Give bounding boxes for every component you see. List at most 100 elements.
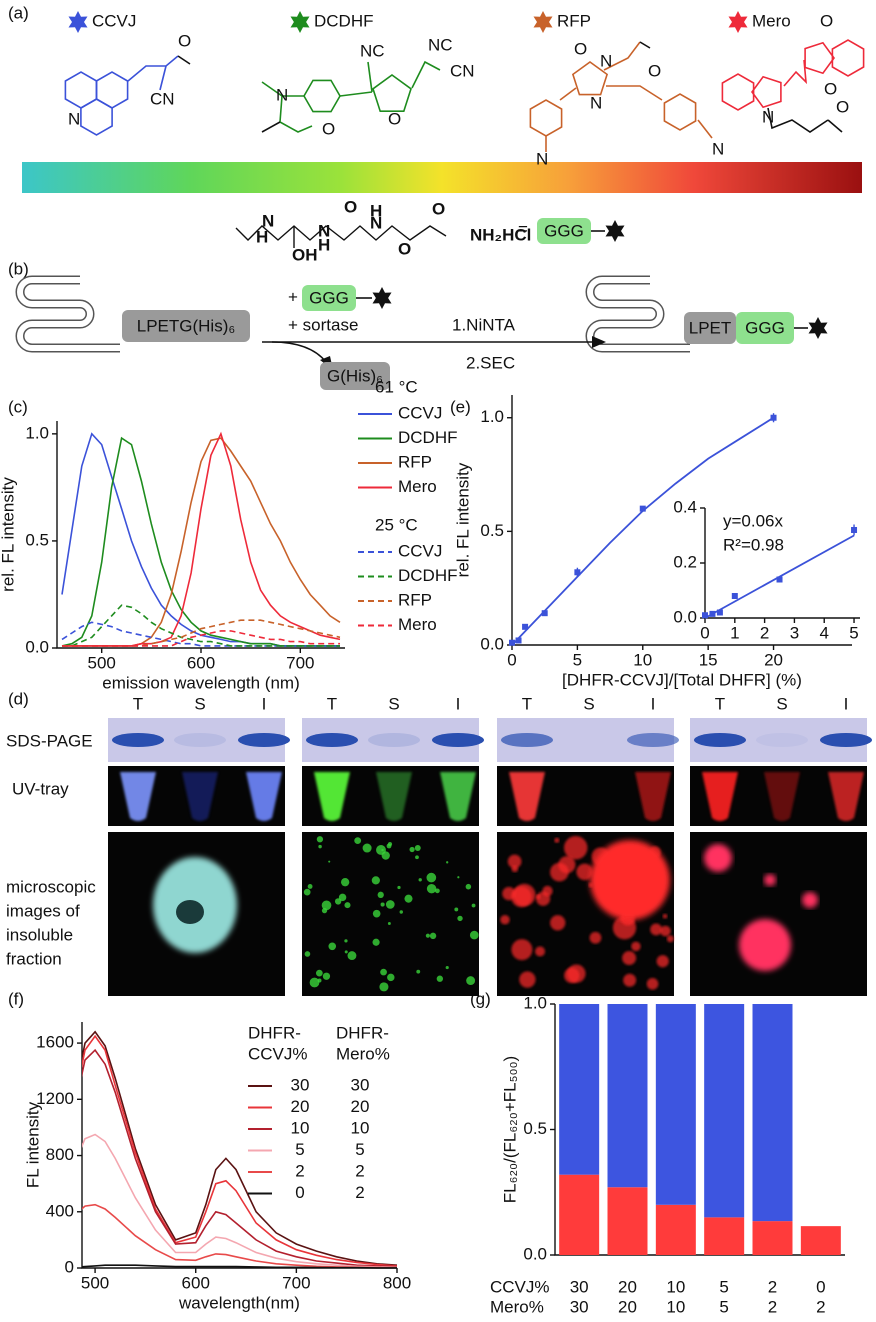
micro-dot — [576, 863, 593, 881]
legend-title: 25 °C — [375, 515, 418, 534]
micro-dot — [631, 941, 641, 952]
star-icon — [808, 317, 828, 339]
tag-box — [537, 218, 591, 244]
micro-dot — [666, 935, 674, 943]
legend-label: CCVJ — [398, 541, 442, 560]
atom-label: O — [398, 239, 411, 258]
x-axis-label: [DHFR-CCVJ]/[Total DHFR] (%) — [562, 670, 802, 689]
micro-dot — [554, 837, 560, 843]
bond — [767, 107, 829, 133]
legend-label: 2 — [295, 1161, 304, 1180]
plus: + — [288, 287, 298, 306]
micro-blob — [704, 844, 732, 872]
micro-dot — [563, 836, 588, 860]
micro-dot — [471, 903, 476, 908]
ring — [372, 74, 412, 112]
ring — [64, 71, 98, 109]
micro-dot — [429, 932, 437, 940]
y-tick-label: 0.5 — [480, 521, 504, 540]
micro-dot — [446, 861, 449, 864]
atom-label: CN — [450, 61, 475, 80]
micro-blob — [802, 892, 818, 908]
bar-segment — [752, 1221, 793, 1255]
bar-segment — [752, 1004, 793, 1222]
x-axis-label: emission wavelength (nm) — [102, 673, 299, 692]
micro-dot — [519, 971, 536, 988]
x-tick-label: 500 — [88, 653, 116, 672]
micro-dot — [372, 909, 381, 918]
legend-label: 2 — [355, 1161, 364, 1180]
micro-dot — [425, 933, 430, 938]
legend-label: 20 — [291, 1097, 310, 1116]
x-tick-label: 0 — [816, 1277, 825, 1296]
bond — [559, 87, 577, 101]
bar-segment — [559, 1004, 600, 1175]
gel-band — [112, 733, 164, 747]
ring — [663, 93, 697, 131]
x-tick-label: 0 — [700, 623, 709, 642]
atom-label: N — [318, 221, 330, 240]
lane-label: S — [583, 694, 594, 713]
legend-title: Mero% — [336, 1044, 390, 1063]
bond — [697, 119, 713, 139]
legend-label: RFP — [398, 452, 432, 471]
series-line — [61, 436, 340, 647]
arrowhead — [592, 336, 606, 348]
dye-name: DCDHF — [314, 11, 374, 30]
legend-label: Mero — [398, 477, 437, 496]
micro-dot — [385, 900, 395, 909]
panel-label: (a) — [8, 3, 29, 22]
x-tick-label: 5 — [719, 1297, 728, 1316]
legend-label: 10 — [291, 1118, 310, 1137]
uv-tube — [246, 772, 282, 821]
micro-dot — [344, 939, 348, 943]
atom-label: CN — [150, 89, 175, 108]
micro-dot — [454, 907, 459, 912]
bond — [261, 121, 281, 133]
x-tick-label: 1 — [730, 623, 739, 642]
micro-dot — [404, 894, 413, 903]
x-tick-label: 20 — [618, 1297, 637, 1316]
x-tick-label: 20 — [618, 1277, 637, 1296]
atom-label: N — [600, 51, 612, 70]
micro-dot — [387, 973, 395, 982]
bond — [783, 59, 807, 87]
legend-title: DHFR- — [336, 1023, 389, 1042]
micro-dot — [414, 844, 421, 851]
micro-dot — [622, 951, 637, 966]
lane-label: I — [456, 694, 461, 713]
x-tick-label: 30 — [570, 1277, 589, 1296]
spectrum-bar — [22, 162, 862, 193]
x-tick-label: 500 — [81, 1273, 109, 1292]
row-label: SDS-PAGE — [6, 731, 93, 750]
tag-label: GGG — [309, 288, 349, 307]
series-line — [62, 431, 341, 647]
micro-dot — [550, 862, 569, 882]
legend-label: RFP — [398, 590, 432, 609]
ring — [529, 99, 563, 137]
series-line — [62, 604, 340, 647]
ring — [751, 75, 782, 109]
x-tick-label: 3 — [790, 623, 799, 642]
series-line — [82, 1133, 398, 1269]
bond — [606, 85, 663, 101]
micro-dot — [564, 967, 580, 984]
micro-dot — [309, 977, 320, 988]
micro-dot — [500, 914, 510, 925]
y-axis-label: rel. FL intensity — [453, 462, 472, 577]
data-point — [770, 414, 777, 421]
data-point — [574, 569, 581, 576]
x-tick-label: 5 — [719, 1277, 728, 1296]
y-tick-label: 0.0 — [673, 607, 697, 626]
panel-label: (f) — [8, 989, 24, 1008]
atom-label: N — [762, 107, 774, 126]
tag-box — [302, 285, 356, 311]
data-point — [716, 609, 723, 616]
legend-title: CCVJ% — [248, 1044, 308, 1063]
micro-dot — [650, 923, 663, 936]
series-line — [62, 619, 341, 647]
y-axis-label: FL₆₂₀/(FL₆₂₀+FL₅₀₀) — [500, 1056, 519, 1203]
micro-dot — [534, 946, 546, 957]
atom-label: O — [344, 197, 357, 216]
x-axis-label: wavelength(nm) — [178, 1293, 300, 1312]
